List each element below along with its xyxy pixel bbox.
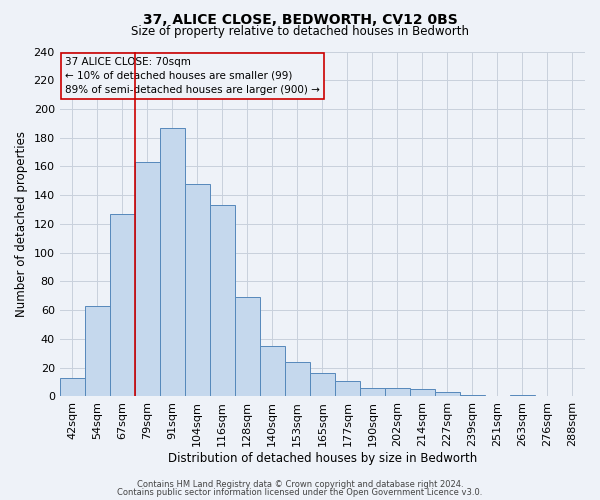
Text: Size of property relative to detached houses in Bedworth: Size of property relative to detached ho… [131,25,469,38]
X-axis label: Distribution of detached houses by size in Bedworth: Distribution of detached houses by size … [168,452,477,465]
Text: Contains public sector information licensed under the Open Government Licence v3: Contains public sector information licen… [118,488,482,497]
Bar [235,298,260,396]
Bar [335,380,360,396]
Bar [510,395,535,396]
Bar [285,362,310,396]
Bar [135,162,160,396]
Bar [460,395,485,396]
Bar [260,346,285,397]
Y-axis label: Number of detached properties: Number of detached properties [15,131,28,317]
Bar [360,388,385,396]
Bar [110,214,135,396]
Bar [85,306,110,396]
Bar [310,374,335,396]
Bar [59,378,85,396]
Text: 37, ALICE CLOSE, BEDWORTH, CV12 0BS: 37, ALICE CLOSE, BEDWORTH, CV12 0BS [143,12,457,26]
Bar [410,390,435,396]
Bar [210,206,235,396]
Bar [160,128,185,396]
Text: Contains HM Land Registry data © Crown copyright and database right 2024.: Contains HM Land Registry data © Crown c… [137,480,463,489]
Text: 37 ALICE CLOSE: 70sqm
← 10% of detached houses are smaller (99)
89% of semi-deta: 37 ALICE CLOSE: 70sqm ← 10% of detached … [65,56,320,94]
Bar [385,388,410,396]
Bar [435,392,460,396]
Bar [185,184,210,396]
